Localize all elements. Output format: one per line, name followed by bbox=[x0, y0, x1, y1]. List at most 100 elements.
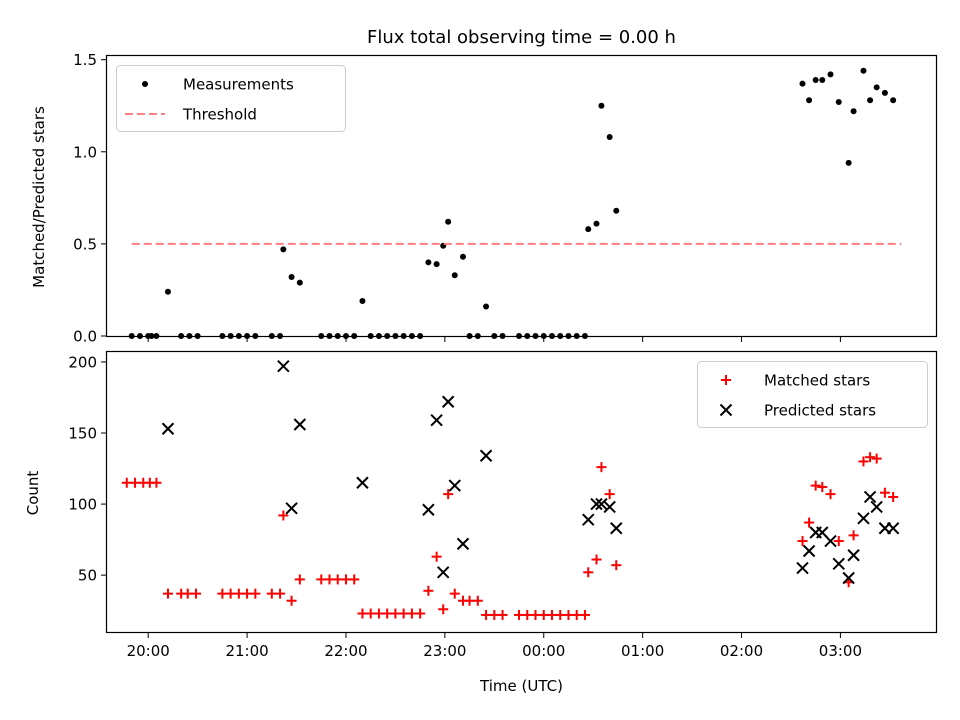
predicted-star-point bbox=[161, 422, 175, 435]
y-tick-label: 200 bbox=[68, 353, 97, 371]
measurement-point bbox=[845, 159, 852, 166]
measurement-point bbox=[881, 89, 888, 96]
count-panel: Count Time (UTC) 50 100 150 200 20:00 21:00 22… bbox=[24, 350, 938, 695]
matched-star-point bbox=[825, 489, 836, 500]
matched-star-point bbox=[294, 574, 305, 585]
y-tick-label: 0.5 bbox=[73, 235, 97, 253]
count-legend: Matched stars Predicted stars bbox=[697, 361, 928, 428]
predicted-star-point bbox=[796, 561, 809, 575]
matched-star-point bbox=[275, 588, 286, 599]
x-tick-label: 22:00 bbox=[324, 642, 367, 660]
predicted-star-point bbox=[422, 503, 435, 516]
count-axes: 50 100 150 200 20:00 21:00 22:00 23:00 00:00 01:0… bbox=[68, 353, 862, 660]
predicted-star-point bbox=[886, 522, 900, 535]
measurement-point bbox=[296, 279, 303, 286]
y-axis-label: Count bbox=[24, 471, 42, 516]
x-axis-label: Time (UTC) bbox=[479, 677, 563, 695]
predicted-star-point bbox=[479, 449, 493, 462]
predicted-star-point bbox=[285, 502, 298, 515]
legend-dot-marker bbox=[142, 81, 148, 87]
predicted-star-point bbox=[430, 414, 443, 427]
ratio-axes: 0.0 0.5 1.0 1.5 bbox=[73, 51, 841, 346]
matched-star-point bbox=[596, 462, 607, 473]
measurement-point bbox=[835, 99, 842, 106]
measurement-point bbox=[819, 76, 826, 83]
measurement-point bbox=[445, 218, 452, 225]
matched-star-point bbox=[858, 456, 869, 467]
x-tick-label: 00:00 bbox=[522, 642, 565, 660]
count-plot-area bbox=[121, 360, 900, 620]
ratio-panel: Flux total observing time = 0.00 h Match… bbox=[30, 27, 938, 346]
legend-label: Measurements bbox=[183, 76, 294, 94]
matched-star-point bbox=[591, 554, 602, 565]
ratio-plot-area bbox=[128, 67, 902, 339]
predicted-star-point bbox=[610, 522, 623, 535]
predicted-star-point bbox=[870, 500, 883, 514]
predicted-star-point bbox=[847, 549, 860, 562]
matched-star-point bbox=[449, 588, 460, 599]
x-tick-label: 01:00 bbox=[621, 642, 664, 660]
measurement-point bbox=[483, 303, 490, 310]
measurement-point bbox=[827, 71, 834, 78]
matched-star-point bbox=[286, 595, 297, 606]
matched-star-point bbox=[611, 560, 622, 571]
matched-star-point bbox=[817, 482, 828, 493]
x-tick-label: 21:00 bbox=[225, 642, 268, 660]
chart-title: Flux total observing time = 0.00 h bbox=[367, 27, 676, 48]
matched-star-point bbox=[162, 588, 173, 599]
count-plot-frame bbox=[105, 350, 938, 634]
predicted-star-point bbox=[441, 395, 455, 408]
measurement-point bbox=[451, 272, 458, 279]
ratio-plot-frame bbox=[105, 54, 938, 338]
matched-star-point bbox=[190, 588, 201, 599]
predicted-star-point bbox=[832, 557, 845, 570]
predicted-star-point bbox=[595, 497, 608, 511]
matched-star-point bbox=[579, 609, 590, 620]
y-tick-label: 150 bbox=[68, 425, 97, 443]
matched-star-point bbox=[888, 491, 899, 502]
measurement-point bbox=[890, 97, 897, 104]
measurement-point bbox=[433, 261, 440, 268]
matched-star-point bbox=[583, 567, 594, 578]
matched-star-point bbox=[423, 585, 434, 596]
y-axis-label: Matched/Predicted stars bbox=[30, 106, 48, 288]
measurement-point bbox=[812, 76, 819, 83]
matched-star-point bbox=[278, 510, 289, 521]
matched-star-point bbox=[848, 530, 859, 541]
legend-plus-marker bbox=[721, 375, 731, 385]
predicted-star-point bbox=[857, 512, 870, 525]
y-tick-label: 100 bbox=[68, 496, 97, 514]
predicted-star-point bbox=[356, 476, 369, 489]
matched-star-point bbox=[871, 453, 882, 464]
x-tick-label: 20:00 bbox=[127, 642, 170, 660]
matched-star-point bbox=[438, 604, 449, 615]
predicted-star-point bbox=[582, 513, 595, 526]
legend-x-marker bbox=[719, 403, 733, 417]
legend-label: Threshold bbox=[182, 106, 257, 124]
y-tick-label: 0.0 bbox=[73, 328, 97, 346]
predicted-star-point bbox=[603, 500, 616, 514]
matched-star-point bbox=[810, 480, 821, 491]
measurement-point bbox=[280, 246, 287, 253]
x-tick-label: 03:00 bbox=[819, 642, 862, 660]
predicted-star-point bbox=[590, 497, 603, 511]
measurement-point bbox=[598, 102, 605, 109]
matched-star-point bbox=[879, 487, 890, 498]
measurement-point bbox=[860, 67, 867, 74]
matched-star-point bbox=[797, 536, 808, 547]
measurement-point bbox=[799, 80, 806, 87]
measurement-point bbox=[359, 298, 366, 304]
y-tick-label: 1.0 bbox=[73, 143, 97, 161]
measurement-point bbox=[459, 253, 466, 260]
matched-star-point bbox=[865, 452, 876, 463]
matched-star-point bbox=[833, 536, 844, 547]
predicted-star-point bbox=[802, 544, 816, 558]
measurement-point bbox=[288, 274, 295, 281]
legend-label: Predicted stars bbox=[764, 402, 876, 420]
predicted-star-point bbox=[863, 490, 877, 504]
matched-star-point bbox=[250, 588, 261, 599]
matched-star-point bbox=[431, 551, 442, 562]
matched-star-point bbox=[804, 517, 815, 528]
matched-star-point bbox=[151, 477, 162, 488]
